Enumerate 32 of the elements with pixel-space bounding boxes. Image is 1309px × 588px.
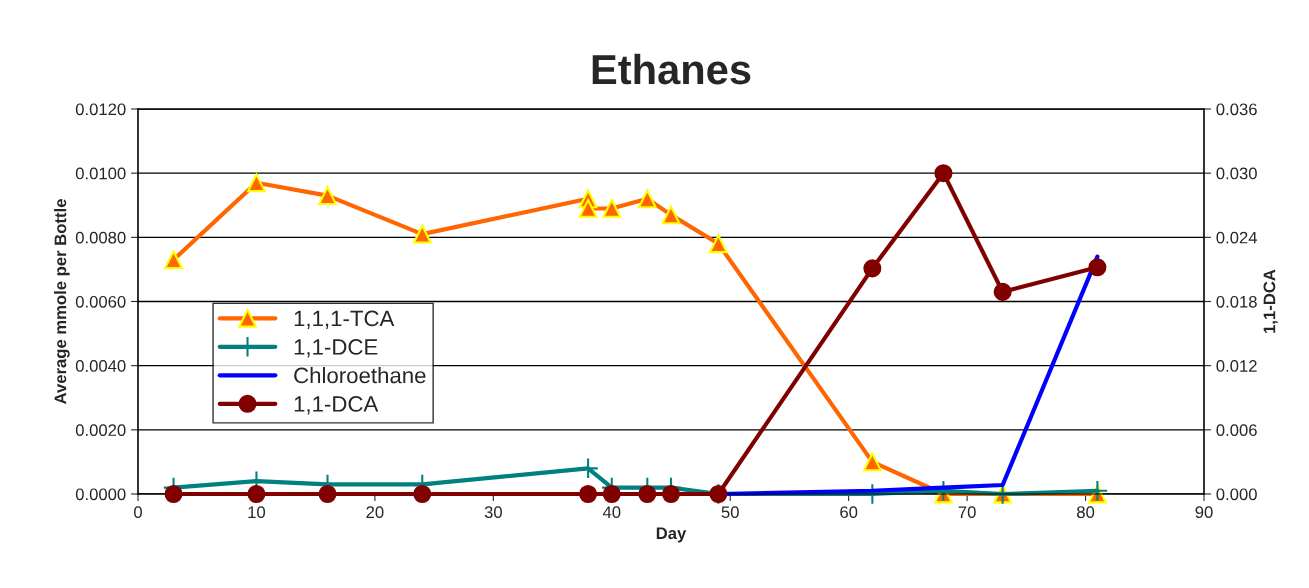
y-tick-label: 0.0080 [75, 231, 126, 244]
y-tick-label: 0.0100 [75, 167, 126, 180]
y-tick-label: 0.0040 [75, 360, 126, 372]
y-axis-title: Average mmole per Bottle [54, 199, 70, 405]
x-tick-label: 90 [1195, 506, 1213, 519]
x-tick-label: 20 [366, 506, 384, 519]
legend-label: 1,1-DCA [294, 396, 379, 415]
y2-tick-label: 0.000 [1216, 488, 1257, 501]
y2-tick-label: 0.006 [1216, 424, 1257, 437]
y2-tick-label: 0.030 [1216, 167, 1257, 180]
y-tick-label: 0.0020 [75, 424, 126, 437]
y2-tick-label: 0.012 [1216, 360, 1257, 372]
x-tick-label: 30 [484, 506, 502, 519]
y-tick-label: 0.0000 [75, 488, 126, 501]
x-tick-label: 10 [248, 506, 266, 519]
x-axis-title: Day [656, 527, 687, 543]
x-tick-label: 0 [134, 506, 142, 519]
x-tick-label: 60 [840, 506, 858, 519]
x-tick-label: 70 [958, 506, 976, 519]
y2-tick-label: 0.024 [1216, 231, 1258, 244]
x-tick-label: 50 [721, 506, 739, 519]
x-tick-label: 80 [1077, 506, 1095, 519]
y2-tick-label: 0.018 [1216, 295, 1257, 308]
y-tick-label: 0.0060 [75, 295, 126, 308]
chart-title: Ethanes [592, 53, 751, 85]
x-tick-label: 40 [602, 506, 621, 519]
legend-label: Chloroethane [294, 366, 426, 384]
legend-label: 1,1-DCE [294, 339, 378, 358]
y-tick-label: 0.0120 [75, 103, 126, 116]
y2-axis-title: 1,1-DCA [1263, 269, 1278, 333]
y2-tick-label: 0.036 [1216, 103, 1257, 116]
legend-label: 1,1,1-TCA [294, 310, 395, 329]
